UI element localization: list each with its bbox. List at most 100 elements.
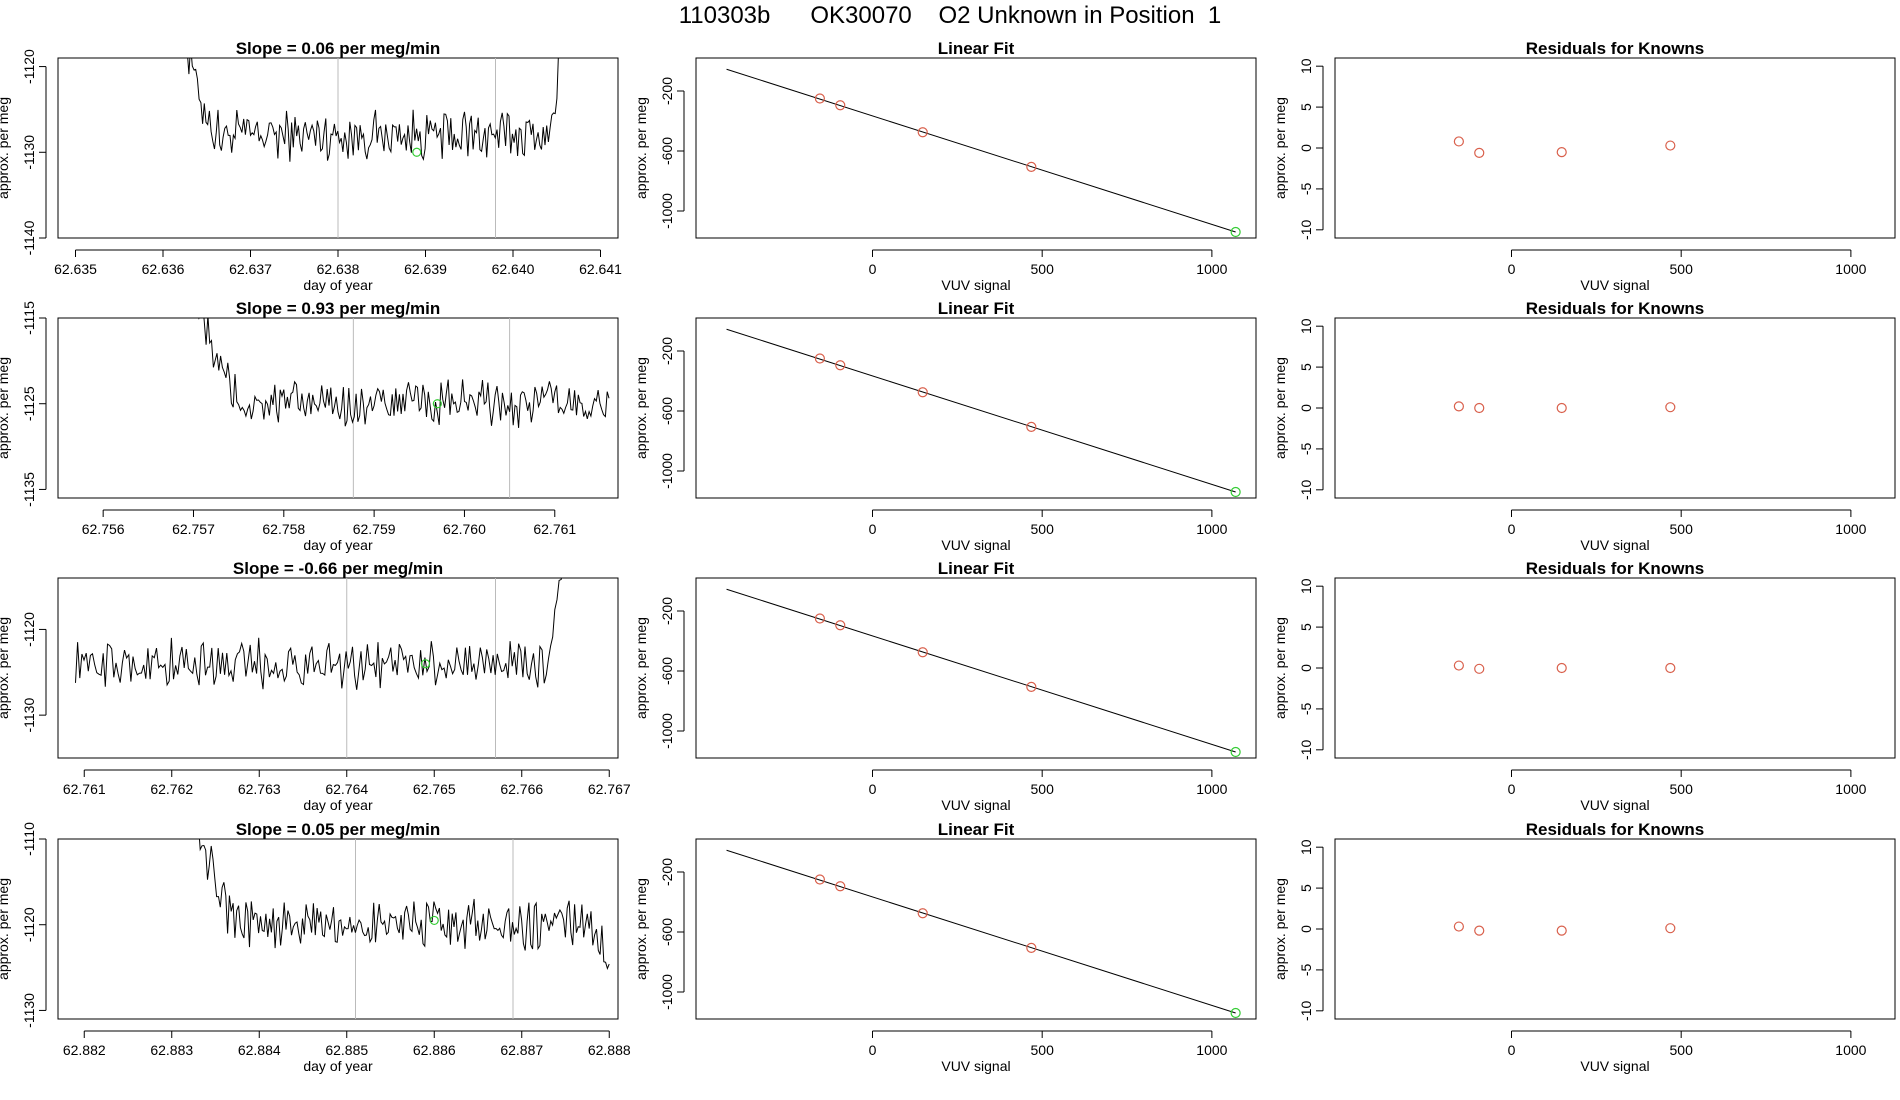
y-axis-label: approx. per meg [1272,878,1288,980]
panel-title: Slope = 0.93 per meg/min [236,299,441,318]
y-tick-label: -1110 [21,822,37,856]
x-tick-label: 62.761 [63,781,106,797]
panel-title: Linear Fit [938,559,1015,578]
unknown-marker [412,147,422,157]
known-point [1026,942,1037,954]
x-tick-label: 1000 [1196,261,1227,277]
x-tick-label: 0 [1508,781,1516,797]
x-tick-label: 1000 [1835,781,1866,797]
y-tick-label: -200 [659,858,675,886]
x-tick-label: 1000 [1196,521,1227,537]
y-tick-label: -10 [1298,479,1314,499]
x-tick-label: 62.766 [500,781,543,797]
plot-area [75,578,562,758]
y-tick-label: -1130 [21,135,37,170]
x-tick-label: 500 [1670,781,1694,797]
known-point [1556,925,1567,936]
x-tick-label: 62.767 [588,781,631,797]
figure-title: 110303b OK30070 O2 Unknown in Position 1 [678,2,1222,29]
known-point [917,127,928,138]
known-point [1026,421,1037,432]
known-point [1474,663,1485,674]
y-axis-label: approx. per meg [1272,357,1288,459]
plot-area [1453,401,1676,414]
known-point [1665,140,1676,151]
x-axis-label: VUV signal [941,277,1010,293]
y-tick-label: 0 [1298,144,1314,152]
x-tick-label: 62.764 [325,781,368,797]
panel-title: Linear Fit [938,39,1015,58]
plot-area [726,328,1241,498]
x-axis-label: VUV signal [1580,797,1649,813]
known-point [1665,402,1676,413]
fit-line [726,328,1236,493]
known-point [1453,136,1464,147]
fit-line [726,588,1236,753]
plot-area [1453,921,1676,936]
y-tick-label: -600 [659,137,675,165]
panel-title: Residuals for Knowns [1526,299,1705,318]
y-tick-label: -600 [659,918,675,946]
y-axis-label: approx. per meg [1272,97,1288,199]
y-axis-label: approx. per meg [633,878,649,980]
plot-area [1453,660,1676,674]
panel-2-1: Linear Fit 0 500 1000 VUV signal -200 -600 -100… [633,559,1257,813]
y-axis-label: approx. per meg [0,97,11,199]
y-tick-label: -10 [1298,1000,1314,1020]
x-axis-label: VUV signal [1580,1058,1649,1074]
x-tick-label: 62.759 [353,521,396,537]
panel-1-0: Slope = 0.93 per meg/min 62.756 62.757 62.7… [0,299,619,553]
known-point [1665,923,1676,934]
known-point [835,620,846,631]
known-point [917,647,928,658]
panel-3-1: Linear Fit 0 500 1000 VUV signal -200 -600 -100… [633,820,1257,1074]
panel-2-0: Slope = -0.66 per meg/min 62.761 62.762 62.… [0,559,631,813]
y-tick-label: -200 [659,597,675,625]
fit-line [726,68,1236,233]
x-tick-label: 62.636 [142,261,185,277]
known-point [835,360,846,371]
y-axis-label: approx. per meg [0,357,11,459]
y-tick-label: 10 [1298,318,1314,334]
per-meg-trace [198,839,610,971]
x-tick-label: 500 [1031,1042,1055,1058]
x-tick-label: 62.756 [82,521,125,537]
unknown-marker [432,399,442,409]
y-tick-label: -200 [659,337,675,365]
x-tick-label: 62.761 [533,521,576,537]
panel-2-2: Residuals for Knowns 0 500 1000 VUV signal -1… [1272,559,1896,813]
plot-frame [695,838,1257,1020]
x-tick-label: 62.885 [325,1042,368,1058]
x-tick-label: 0 [869,781,877,797]
y-tick-label: -200 [659,77,675,105]
y-tick-label: 0 [1298,404,1314,412]
x-tick-label: 500 [1031,521,1055,537]
known-point [1474,147,1485,159]
x-tick-label: 62.884 [238,1042,281,1058]
panel-title: Linear Fit [938,299,1015,318]
panel-1-2: Residuals for Knowns 0 500 1000 VUV signal -1… [1272,299,1896,553]
plot-frame [57,838,619,1020]
y-tick-label: -1130 [21,698,37,733]
panel-title: Slope = 0.05 per meg/min [236,820,441,839]
known-point [1474,925,1485,936]
x-tick-label: 62.757 [172,521,215,537]
plot-frame [695,57,1257,239]
y-tick-label: 10 [1298,578,1314,594]
known-point [835,881,846,892]
y-axis-label: approx. per meg [633,97,649,199]
unknown-point [1230,226,1241,238]
panel-title: Residuals for Knowns [1526,39,1705,58]
y-tick-label: 0 [1298,925,1314,933]
panel-title: Slope = -0.66 per meg/min [233,559,443,578]
unknown-marker [429,915,439,926]
unknown-point [1230,1007,1241,1019]
unknown-point [1230,746,1241,758]
x-tick-label: 62.883 [150,1042,193,1058]
known-point [1665,662,1676,674]
per-meg-trace [187,58,559,162]
plot-area [187,58,559,238]
y-tick-label: -5 [1298,442,1314,455]
x-tick-label: 1000 [1835,521,1866,537]
known-point [1026,681,1037,693]
